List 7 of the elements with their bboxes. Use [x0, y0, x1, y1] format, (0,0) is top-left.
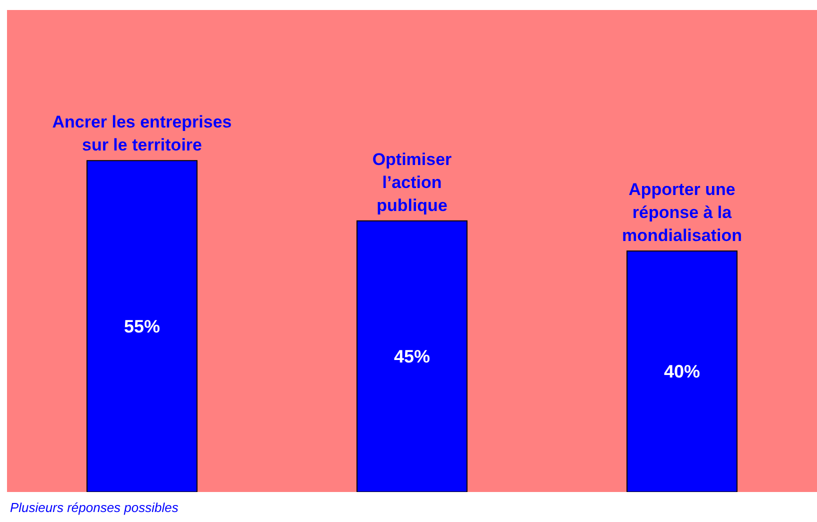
data-label: 45% — [394, 346, 430, 366]
data-label: 40% — [664, 362, 700, 382]
text: Plusieurs réponses possibles — [10, 500, 178, 515]
x-tick-label: Apporter une réponse à la mondialisation — [622, 180, 742, 245]
x-tick-label: Optimiser l’action publique — [372, 150, 452, 215]
x-tick-label: Ancrer les entreprises sur le territoire — [52, 112, 232, 155]
data-label: 55% — [124, 316, 160, 336]
